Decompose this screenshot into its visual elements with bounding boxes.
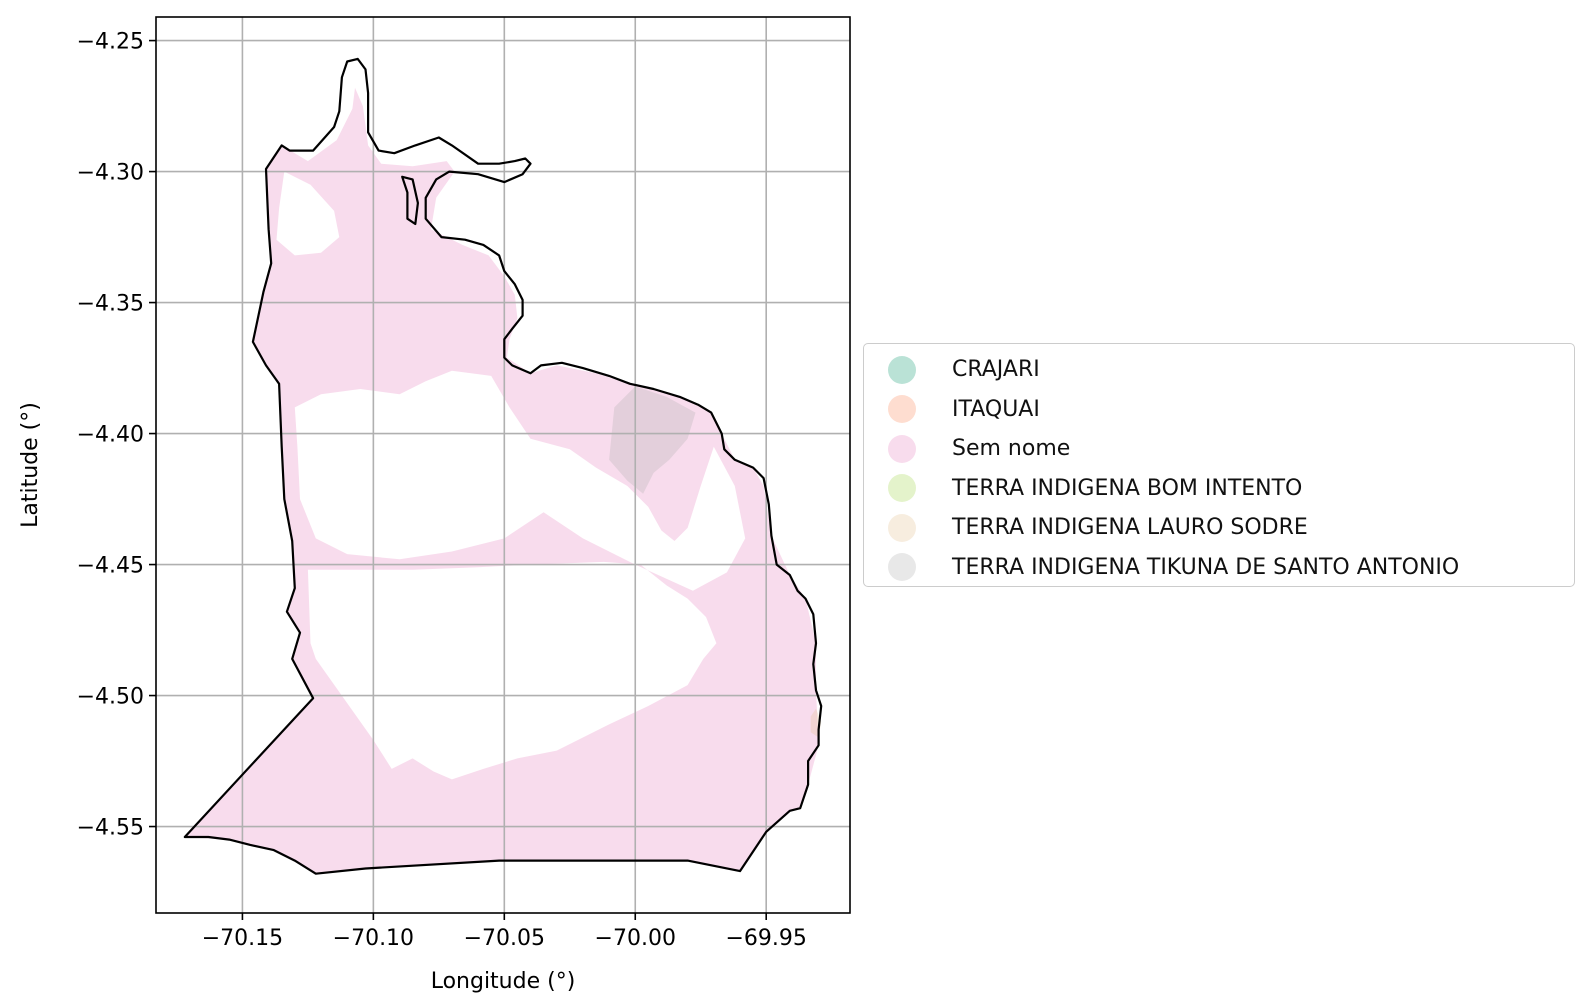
legend-swatch — [888, 355, 916, 384]
y-tick-label: −4.25 — [77, 30, 144, 55]
plot-area — [155, 16, 851, 914]
inner-boundary — [401, 175, 419, 226]
region-sem-nome — [184, 87, 819, 874]
legend-item: Sem nome — [864, 429, 1574, 469]
y-tick-label: −4.55 — [77, 816, 144, 841]
legend-swatch — [888, 395, 916, 424]
x-tick-label: −70.15 — [202, 926, 283, 951]
legend-label: ITAQUAI — [952, 396, 1040, 422]
y-axis-ticks: −4.25 −4.30 −4.35 −4.40 −4.45 −4.50 −4.55 — [77, 30, 156, 841]
legend-label: Sem nome — [952, 436, 1071, 462]
legend-swatch — [888, 553, 916, 582]
boundary-layer — [183, 57, 823, 875]
legend-label: TERRA INDIGENA TIKUNA DE SANTO ANTONIO — [952, 554, 1460, 580]
municipality-boundary — [183, 57, 823, 875]
y-tick-label: −4.45 — [77, 554, 144, 579]
legend-label: TERRA INDIGENA BOM INTENTO — [952, 475, 1303, 501]
legend-item: TERRA INDIGENA LAURO SODRE — [864, 508, 1574, 548]
legend-swatch — [888, 474, 916, 503]
y-tick-label: −4.50 — [77, 685, 144, 710]
plot-background — [156, 17, 850, 913]
legend-swatch — [888, 434, 916, 463]
x-tick-label: −70.00 — [595, 926, 676, 951]
plot-frame — [155, 16, 851, 914]
y-tick-label: −4.35 — [77, 292, 144, 317]
legend-item: ITAQUAI — [864, 390, 1574, 430]
legend-label: CRAJARI — [952, 357, 1040, 383]
x-axis-ticks: −70.15 −70.10 −70.05 −70.00 −69.95 — [202, 913, 807, 951]
y-tick-label: −4.30 — [77, 161, 144, 186]
x-tick-label: −70.10 — [333, 926, 414, 951]
y-axis-label: Latitude (°) — [18, 402, 43, 528]
legend: CRAJARI ITAQUAI Sem nome TERRA INDIGENA BOM… — [863, 343, 1575, 587]
legend-item: TERRA INDIGENA BOM INTENTO — [864, 469, 1574, 509]
legend-swatch — [888, 513, 916, 542]
region-terra-indigena-tikuna-de-santo-antonio — [609, 386, 696, 494]
legend-label: TERRA INDIGENA LAURO SODRE — [952, 515, 1308, 541]
x-tick-label: −69.95 — [725, 926, 806, 951]
grid-layer — [156, 17, 850, 913]
legend-item: CRAJARI — [864, 350, 1574, 390]
y-tick-label: −4.40 — [77, 423, 144, 448]
legend-item: TERRA INDIGENA TIKUNA DE SANTO ANTONIO — [864, 548, 1574, 588]
x-axis-label: Longitude (°) — [431, 969, 576, 994]
x-tick-label: −70.05 — [464, 926, 545, 951]
